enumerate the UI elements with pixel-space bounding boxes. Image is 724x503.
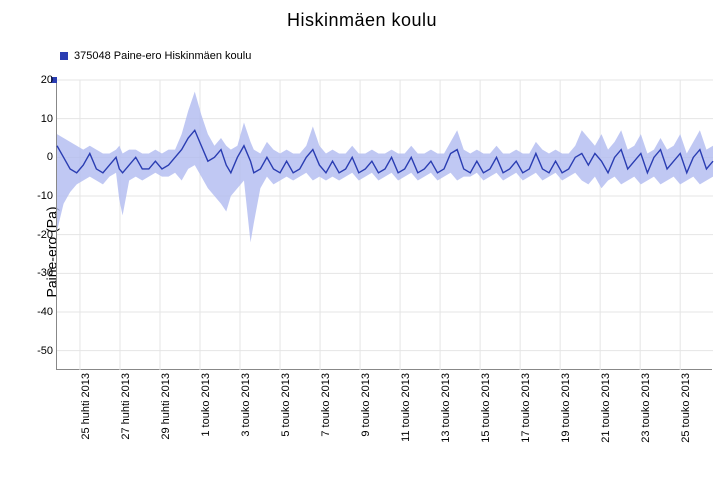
- legend: 375048 Paine-ero Hiskinmäen koulu: [60, 50, 251, 62]
- y-tick-label: 20: [41, 74, 53, 86]
- x-tick-label: 17 touko 2013: [520, 373, 532, 443]
- y-tick-label: -10: [37, 190, 53, 202]
- y-tick-label: 10: [41, 113, 53, 125]
- x-tick-label: 11 touko 2013: [400, 373, 412, 442]
- x-tick-label: 15 touko 2013: [480, 373, 492, 443]
- legend-label: 375048 Paine-ero Hiskinmäen koulu: [74, 50, 251, 62]
- x-tick-label: 1 touko 2013: [200, 373, 212, 437]
- x-tick-label: 19 touko 2013: [560, 373, 572, 443]
- plot-area: -50-40-30-20-100102025 huhti 201327 huht…: [56, 80, 712, 370]
- chart-title: Hiskinmäen koulu: [0, 10, 724, 31]
- chart-container: Hiskinmäen koulu 375048 Paine-ero Hiskin…: [0, 0, 724, 503]
- y-tick-label: -50: [37, 345, 53, 357]
- x-tick-label: 25 huhti 2013: [80, 373, 92, 440]
- y-tick-label: -20: [37, 229, 53, 241]
- x-tick-label: 9 touko 2013: [360, 373, 372, 437]
- x-tick-label: 7 touko 2013: [320, 373, 332, 437]
- chart-svg: [57, 80, 713, 370]
- x-tick-label: 3 touko 2013: [240, 373, 252, 437]
- legend-swatch: [60, 52, 68, 60]
- x-tick-label: 13 touko 2013: [440, 373, 452, 443]
- x-tick-label: 21 touko 2013: [600, 373, 612, 443]
- x-tick-label: 23 touko 2013: [640, 373, 652, 443]
- x-tick-label: 25 touko 2013: [680, 373, 692, 443]
- y-tick-label: 0: [47, 151, 53, 163]
- y-tick-label: -40: [37, 306, 53, 318]
- y-tick-label: -30: [37, 267, 53, 279]
- series-range: [57, 92, 713, 243]
- x-tick-label: 29 huhti 2013: [160, 373, 172, 440]
- x-tick-label: 5 touko 2013: [280, 373, 292, 437]
- x-tick-label: 27 huhti 2013: [120, 373, 132, 440]
